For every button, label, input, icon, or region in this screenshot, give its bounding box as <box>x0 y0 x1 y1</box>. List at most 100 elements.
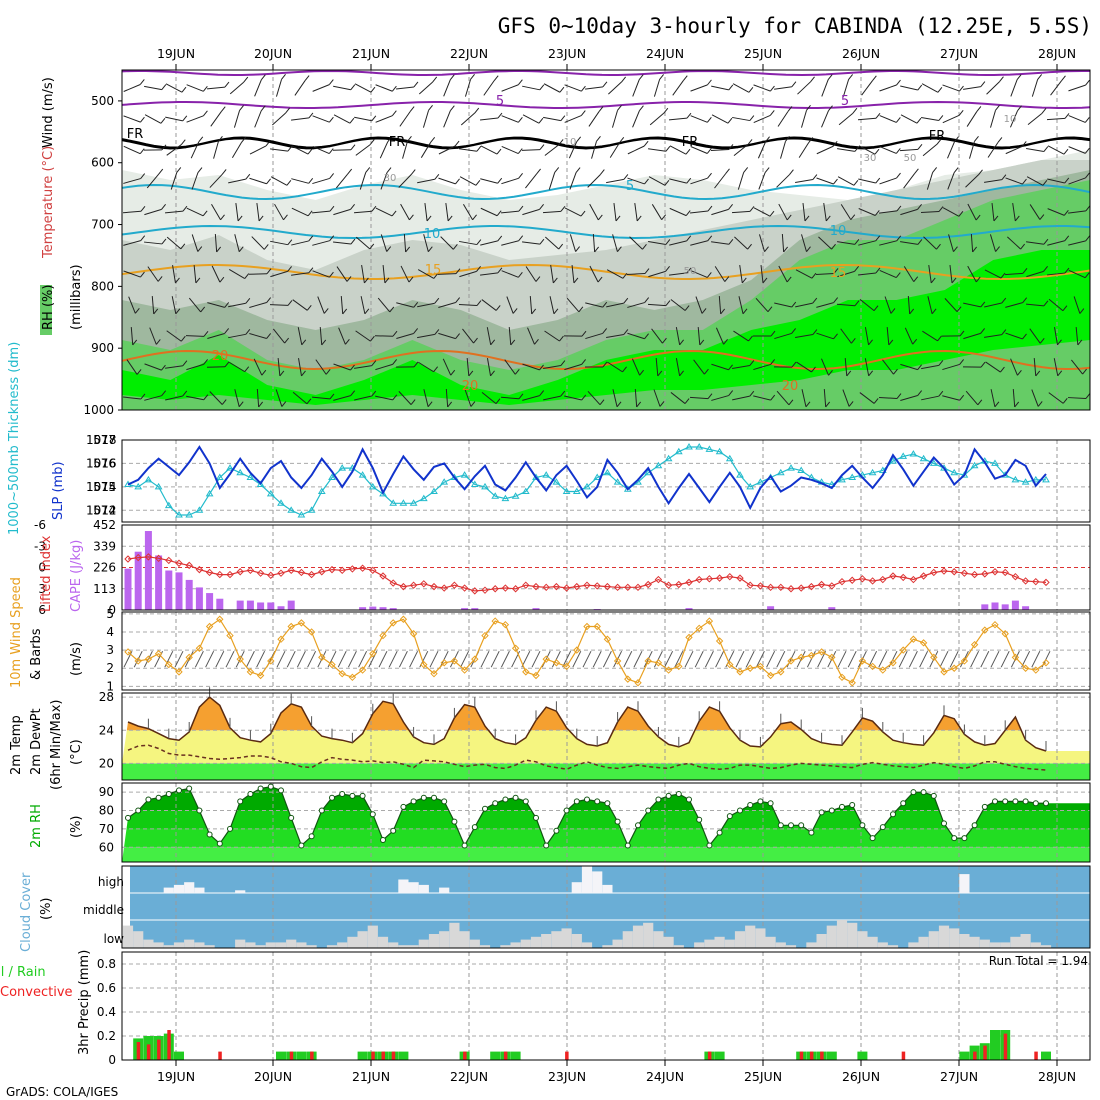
wind-barb-flag <box>539 364 544 371</box>
rh2m-point <box>216 840 223 847</box>
wind-barb-flag <box>685 148 691 155</box>
rh2m-point <box>1002 798 1009 805</box>
wind-barb-flag <box>896 205 902 212</box>
rh2m-point <box>1012 798 1019 805</box>
wind10-barb <box>878 650 888 668</box>
wind-barb <box>859 392 875 404</box>
panel-frame <box>121 951 1091 1061</box>
wind-barb <box>796 361 812 373</box>
wind-barb <box>858 240 876 246</box>
wind-barb-flag <box>350 238 356 245</box>
rh2m-band <box>122 847 1090 862</box>
wind10-point <box>420 660 428 669</box>
wind-barb-flag <box>896 393 902 399</box>
wind-barb-flag <box>1064 235 1070 242</box>
li-tick: 0 <box>38 561 46 575</box>
wind-barb-flag <box>369 139 375 145</box>
wind-barb <box>859 298 875 312</box>
thickness-axis-label: 1000~500mb Thickness (dm) <box>7 342 22 535</box>
wind-barb <box>837 148 855 152</box>
wind-barb-flag <box>132 339 138 346</box>
lifted-index-point <box>389 579 397 587</box>
rh2m-point <box>849 802 856 809</box>
wind-barb-flag <box>218 136 223 142</box>
wind-barb-flag <box>308 267 314 274</box>
wind-barb <box>269 304 289 306</box>
wind-barb-flag <box>602 81 608 88</box>
wind10-point <box>144 655 153 663</box>
wind-barb <box>776 174 790 188</box>
wind-barb <box>403 233 407 253</box>
lifted-index-point <box>858 575 867 583</box>
wind10-barb <box>184 650 194 668</box>
wind-barb <box>711 395 729 401</box>
wind-barb <box>606 333 624 339</box>
wind-barb-flag <box>140 235 146 241</box>
wind-barb-flag <box>938 206 944 212</box>
cape-axis-label: CAPE (J/kg) <box>69 540 84 612</box>
wind-barb <box>399 111 411 127</box>
wind-barb <box>588 111 600 127</box>
wind-barb-flag <box>875 177 881 184</box>
wind-barb <box>234 234 240 252</box>
wind-barb <box>144 85 162 91</box>
wind-barb-flag <box>665 239 671 245</box>
wind-barb <box>1048 392 1064 404</box>
wind-barb-flag <box>449 105 455 111</box>
wind-barb <box>837 241 855 245</box>
wind10-barb <box>633 650 643 668</box>
lifted-index-point <box>573 582 581 591</box>
thickness-point <box>470 480 479 488</box>
cloud-low-bar <box>510 942 521 948</box>
wind-barb-flag <box>261 74 266 80</box>
wind-barb-flag <box>1014 215 1020 222</box>
wind-barb <box>904 327 914 345</box>
wind-barb <box>587 390 601 406</box>
wind-barb-flag <box>686 112 692 119</box>
wind10-point <box>899 646 907 654</box>
wind-barb-flag <box>1062 398 1068 404</box>
wind-barb-flag <box>749 390 755 397</box>
wind-barb-flag <box>749 115 755 121</box>
wind-barb <box>797 81 811 95</box>
wind-barb <box>753 84 771 92</box>
wind-barb <box>757 141 767 159</box>
contour-label: 10 <box>564 137 577 148</box>
wind-barb-flag <box>808 137 814 143</box>
thickness-point <box>317 487 326 495</box>
wind-barb <box>144 363 162 371</box>
contour-label: FR <box>389 135 406 150</box>
thickness-point <box>409 499 418 506</box>
wind10-point <box>318 653 326 662</box>
wind10-point <box>828 653 836 662</box>
wind-barb <box>949 265 953 283</box>
lifted-index-point <box>664 581 673 589</box>
wind-barb-flag <box>1001 297 1007 304</box>
cloud-low-bar <box>184 939 195 948</box>
wind-barb-flag <box>261 369 267 376</box>
wind10-barb <box>847 650 857 668</box>
wind10-point <box>542 655 550 663</box>
wind-barb-flag <box>323 308 329 314</box>
contour-label: 20 <box>782 379 799 394</box>
wind-barb-flag <box>386 167 392 173</box>
thickness-point <box>368 482 377 490</box>
wind-barb-flag <box>405 246 411 253</box>
wind-barb-flag <box>806 105 811 111</box>
wind-barb-flag <box>896 172 901 179</box>
thickness-point <box>154 482 163 490</box>
wind10-barb <box>664 650 674 668</box>
wind-barb <box>711 208 729 216</box>
thickness-point <box>460 471 469 478</box>
wind-barb-flag <box>539 390 545 396</box>
wind-barb <box>591 141 597 159</box>
wind10-barb <box>939 650 949 668</box>
wind-barb <box>857 117 877 121</box>
lifted-index-point <box>1001 568 1009 577</box>
wind-barb <box>480 207 498 217</box>
cloud-low-bar <box>785 945 797 948</box>
rh2m-point <box>502 796 509 803</box>
wind-barb-flag <box>239 105 244 111</box>
wind-barb <box>864 327 870 345</box>
rh2m-point <box>686 796 692 803</box>
